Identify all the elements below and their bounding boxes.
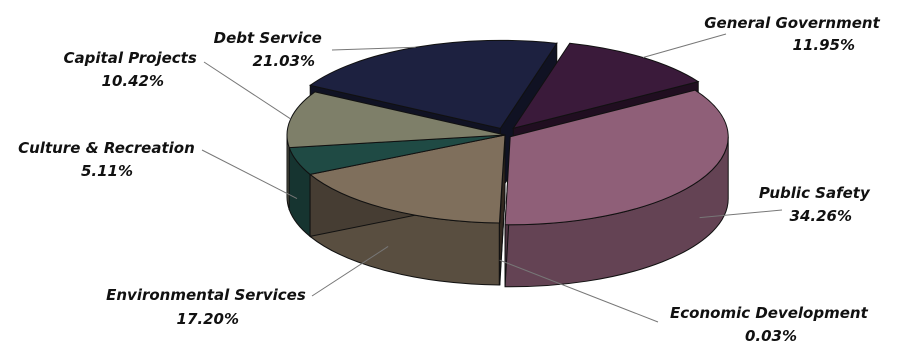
slice-environmental-services [308,134,506,224]
label-debt-service: Debt Service 21.03% [214,29,327,70]
label-capital-projects: Capital Projects 10.42% [64,49,202,90]
leader-lines [201,33,783,323]
leader-general-government [642,33,727,58]
label-culture-recreation: Culture & Recreation 5.11% [18,139,200,180]
leader-environmental-services [311,246,389,297]
slice-public-safety [504,89,729,226]
leader-public-safety [699,209,783,219]
leader-capital-projects [203,61,291,120]
label-economic-development: Economic Development 0.03% [670,304,873,345]
slice-general-government [512,42,700,130]
pie-slices [286,39,729,226]
label-environmental-services: Environmental Services 17.20% [106,286,311,328]
label-public-safety: Public Safety 34.26% [759,184,875,225]
leader-culture-recreation [201,149,298,199]
leader-economic-development [499,259,659,323]
leader-debt-service [331,46,416,51]
label-general-government: General Government 11.95% [704,14,885,54]
slice-capital-projects [286,91,506,149]
